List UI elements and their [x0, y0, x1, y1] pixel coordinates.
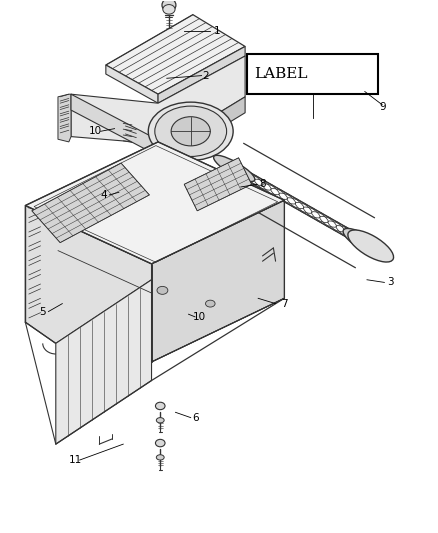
Text: 10: 10	[193, 312, 206, 322]
Ellipse shape	[348, 230, 394, 262]
Text: 9: 9	[379, 102, 385, 112]
Polygon shape	[56, 280, 152, 444]
Text: 11: 11	[69, 455, 82, 465]
Text: LABEL: LABEL	[254, 67, 307, 82]
Polygon shape	[25, 142, 284, 264]
Ellipse shape	[205, 300, 215, 307]
Ellipse shape	[157, 286, 168, 294]
Polygon shape	[106, 14, 245, 94]
Ellipse shape	[343, 229, 386, 257]
Ellipse shape	[156, 418, 164, 423]
Text: 10: 10	[88, 126, 102, 136]
Text: 4: 4	[100, 190, 107, 200]
Polygon shape	[167, 97, 245, 160]
Text: 3: 3	[388, 277, 394, 287]
Ellipse shape	[163, 5, 175, 14]
Polygon shape	[25, 206, 152, 343]
Text: 5: 5	[39, 306, 46, 317]
Polygon shape	[106, 65, 158, 103]
FancyBboxPatch shape	[247, 54, 378, 94]
Text: 1: 1	[213, 26, 220, 36]
Text: 7: 7	[281, 298, 288, 309]
Polygon shape	[152, 200, 284, 362]
Polygon shape	[32, 163, 149, 243]
Ellipse shape	[155, 106, 226, 157]
Ellipse shape	[214, 155, 255, 182]
Text: 6: 6	[192, 413, 198, 423]
Polygon shape	[184, 158, 252, 211]
Text: 8: 8	[259, 179, 266, 189]
Ellipse shape	[171, 117, 210, 146]
Polygon shape	[58, 94, 71, 142]
Ellipse shape	[148, 102, 233, 160]
Ellipse shape	[156, 455, 164, 460]
Polygon shape	[71, 94, 167, 160]
Ellipse shape	[155, 402, 165, 410]
Polygon shape	[158, 46, 245, 103]
Polygon shape	[71, 56, 245, 144]
Polygon shape	[58, 171, 273, 277]
Ellipse shape	[162, 0, 176, 12]
Text: 2: 2	[203, 70, 209, 80]
Ellipse shape	[155, 439, 165, 447]
